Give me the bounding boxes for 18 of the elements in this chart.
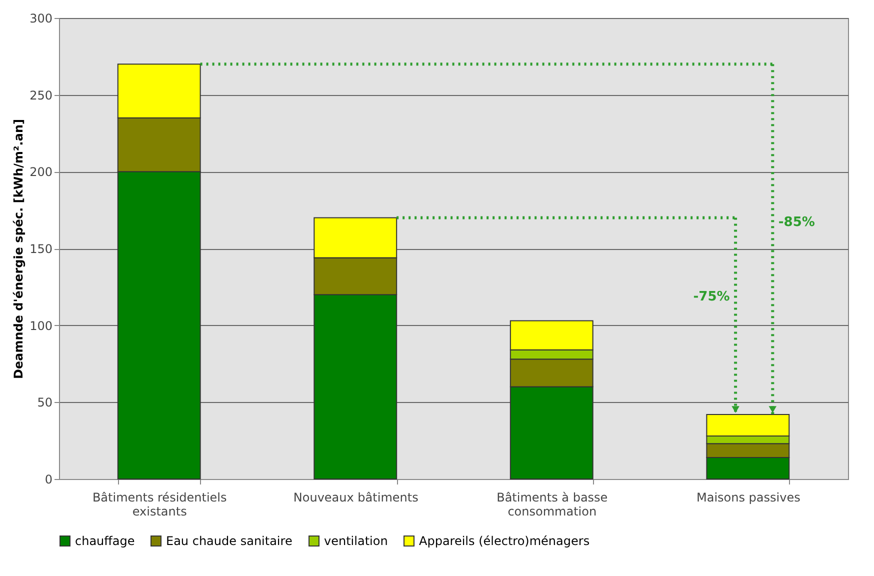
y-tick-label: 300: [30, 12, 52, 26]
legend-label: Eau chaude sanitaire: [166, 534, 292, 548]
y-tick-label: 50: [37, 396, 52, 410]
annotation: -75%: [693, 289, 730, 304]
y-tick-label: 200: [30, 165, 52, 180]
annotation: -85%: [778, 214, 815, 230]
y-tick-label: 100: [30, 318, 52, 333]
x-tick-label: Bâtiments résidentiels existants: [92, 490, 227, 518]
y-tick-label: 250: [30, 88, 52, 102]
x-tick-label: Bâtiments à basse consommation: [496, 490, 608, 518]
y-tick-label: 0: [44, 472, 52, 486]
legend-label: chauffage: [75, 534, 135, 548]
x-tick-label: Maisons passives: [696, 490, 800, 504]
y-axis-title: Deamnde d'énergie spéc. [kWh/m².an]: [12, 119, 26, 379]
x-tick-label: Nouveaux bâtiments: [293, 490, 418, 504]
legend-label: Appareils (électro)ménagers: [419, 534, 590, 548]
y-tick-label: 150: [30, 242, 52, 256]
legend-label: ventilation: [324, 534, 388, 548]
